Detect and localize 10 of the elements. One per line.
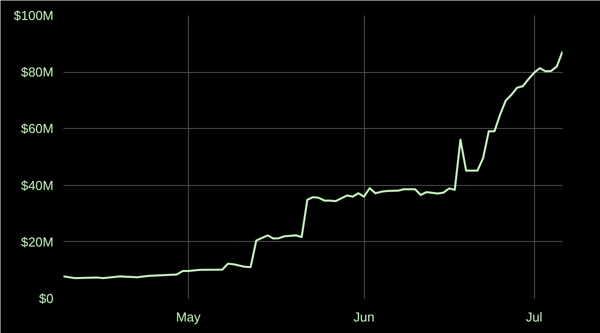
y-tick-label: $20M — [20, 234, 54, 250]
y-tick-label: $100M — [14, 8, 54, 23]
y-tick-label: $0 — [39, 291, 54, 306]
y-tick-label: $80M — [20, 64, 54, 80]
x-tick-label: Jun — [354, 310, 375, 324]
x-tick-label: Jul — [526, 310, 543, 324]
y-tick-label: $40M — [20, 178, 54, 193]
y-tick-label: $60M — [20, 121, 54, 136]
line-series — [64, 50, 562, 280]
x-tick-label: May — [176, 310, 202, 324]
